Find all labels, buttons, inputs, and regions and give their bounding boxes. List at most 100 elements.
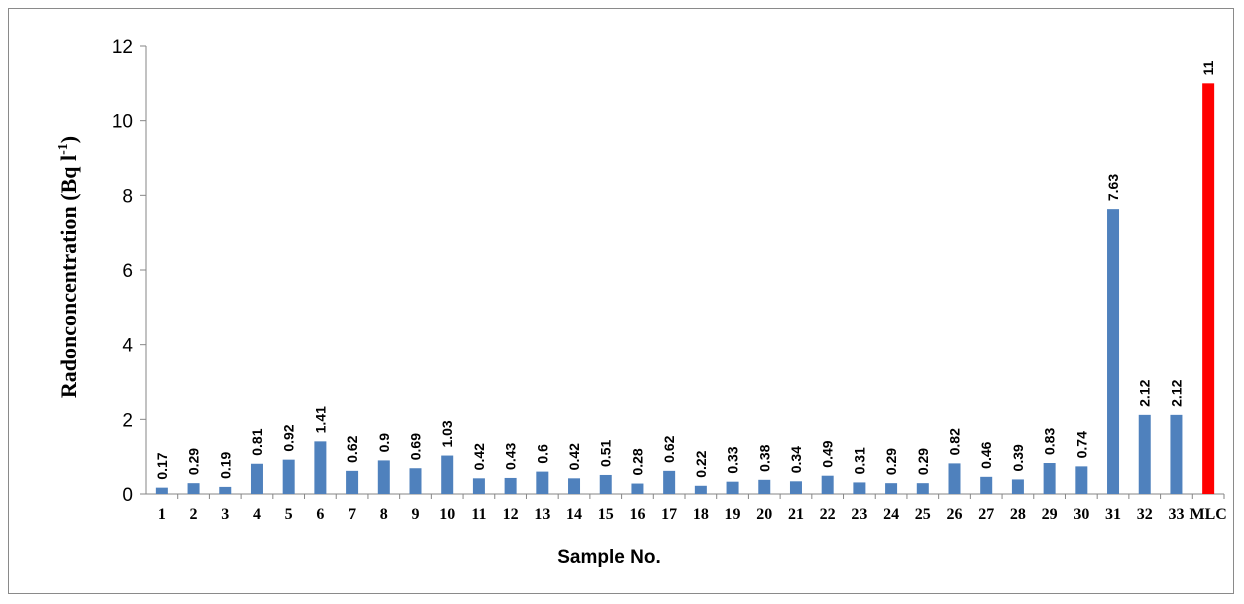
bar [314, 441, 327, 494]
x-tick-label: 22 [820, 506, 836, 523]
y-tick-label: 2 [122, 410, 133, 431]
data-label: 0.34 [788, 446, 804, 473]
data-label: 11 [1200, 60, 1216, 75]
data-label: 0.17 [154, 452, 170, 479]
x-tick-label: 3 [221, 506, 229, 523]
x-tick-label: 20 [756, 506, 772, 523]
chart-frame: 0 2 4 6 8 10 12 1 2 3 4 5 6 7 8 9 10 11 12 13 14 15 16 17 18 19 2… [8, 8, 1234, 594]
x-tick-label: 27 [978, 506, 994, 523]
bar [599, 474, 612, 494]
bar [821, 475, 834, 494]
y-tick-label: 12 [112, 37, 133, 58]
bar [789, 481, 802, 494]
x-tick-label: 10 [439, 506, 455, 523]
data-label: 1.41 [312, 406, 328, 433]
x-tick-label: 13 [534, 506, 550, 523]
x-tick-label: 33 [1168, 506, 1184, 523]
x-tick-label: 2 [190, 506, 198, 523]
x-tick-label: 23 [851, 506, 867, 523]
data-label: 0.81 [249, 428, 265, 455]
x-tick-label: 21 [788, 506, 804, 523]
bar [219, 486, 232, 494]
data-label: 0.74 [1073, 431, 1089, 458]
x-tick-label: 32 [1137, 506, 1153, 523]
x-tick-label: 24 [883, 506, 899, 523]
x-tick-label: 25 [915, 506, 931, 523]
bar [1075, 466, 1088, 494]
data-label: 0.19 [217, 451, 233, 478]
x-tick-label: 6 [316, 506, 324, 523]
bar [758, 479, 771, 494]
y-axis-title-suffix: ) [56, 136, 81, 143]
x-axis-title: Sample No. [557, 547, 660, 568]
x-axis: 1 2 3 4 5 6 7 8 9 10 11 12 13 14 15 16 17 18 19 20 21 22 23 24 2… [146, 493, 1227, 523]
x-tick-label: 19 [725, 506, 741, 523]
data-label: 0.51 [598, 439, 614, 466]
y-tick-label: 8 [122, 186, 133, 207]
data-label: 7.63 [1105, 174, 1121, 201]
x-tick-label: 7 [348, 506, 356, 523]
y-axis-title-main: Radonconcentration (Bq l [56, 155, 81, 398]
data-label: 0.42 [566, 443, 582, 470]
x-tick-label: 16 [629, 506, 645, 523]
x-tick-label: 31 [1105, 506, 1121, 523]
data-label: 0.29 [186, 448, 202, 475]
bar [1138, 414, 1151, 494]
bar [694, 485, 707, 494]
bar [885, 483, 898, 494]
data-label: 0.62 [344, 435, 360, 462]
bar [187, 483, 200, 494]
data-label: 2.12 [1137, 379, 1153, 406]
data-label: 0.9 [376, 433, 392, 453]
bar [472, 478, 485, 494]
x-tick-label: 15 [598, 506, 614, 523]
x-tick-label: 1 [158, 506, 166, 523]
bar [1170, 414, 1183, 494]
bar [155, 487, 168, 494]
bar [853, 482, 866, 494]
y-axis: 0 2 4 6 8 10 12 [112, 37, 147, 506]
data-label: 0.39 [1010, 444, 1026, 471]
bar [377, 460, 390, 494]
data-label: 0.43 [503, 442, 519, 469]
data-label: 2.12 [1168, 379, 1184, 406]
data-labels: 0.17 0.29 0.19 0.81 0.92 1.41 0.62 0.9 0.69 1.03 0… [154, 60, 1216, 479]
bars [155, 83, 1215, 494]
data-label: 0.42 [471, 443, 487, 470]
y-tick-label: 0 [122, 485, 133, 506]
bar [663, 470, 676, 494]
bar [282, 459, 295, 494]
data-label: 0.29 [915, 448, 931, 475]
bar [916, 483, 929, 494]
x-tick-label: 17 [661, 506, 677, 523]
bar [441, 455, 454, 494]
bar [1043, 463, 1056, 494]
bar [1107, 209, 1120, 494]
x-tick-label: 26 [947, 506, 963, 523]
data-label: 0.31 [851, 447, 867, 474]
data-label: 0.49 [820, 440, 836, 467]
x-tick-label: 30 [1073, 506, 1089, 523]
x-tick-label: 29 [1042, 506, 1058, 523]
data-label: 0.33 [725, 446, 741, 473]
bar [726, 481, 739, 494]
x-tick-label: 18 [693, 506, 709, 523]
bar [346, 470, 359, 494]
bar [568, 478, 581, 494]
data-label: 0.46 [978, 441, 994, 468]
x-tick-label: 4 [253, 506, 261, 523]
data-label: 0.22 [693, 450, 709, 477]
data-label: 1.03 [439, 420, 455, 447]
bar [948, 463, 961, 494]
data-label: 0.38 [756, 444, 772, 471]
data-label: 0.6 [534, 444, 550, 464]
x-tick-label: 14 [566, 506, 582, 523]
x-tick-label: MLC [1189, 506, 1226, 523]
data-label: 0.69 [408, 433, 424, 460]
bar [409, 468, 422, 494]
x-tick-label: 9 [412, 506, 420, 523]
y-axis-title: Radonconcentration (Bq l-1) [56, 136, 81, 398]
data-label: 0.29 [883, 448, 899, 475]
x-tick-label: 5 [285, 506, 293, 523]
